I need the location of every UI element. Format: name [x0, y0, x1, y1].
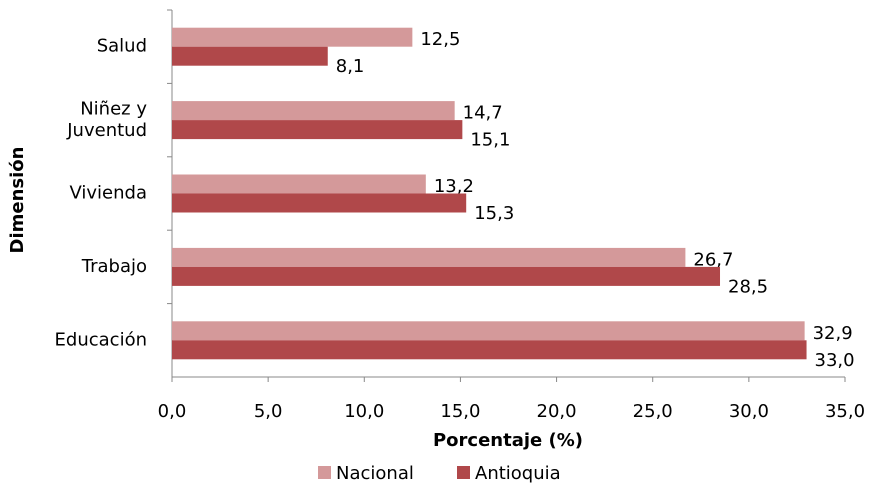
y-tick-label: Educación	[55, 329, 147, 350]
x-tick-label: 35,0	[825, 401, 865, 422]
y-tick-label: Vivienda	[69, 183, 147, 204]
y-tick-label: Trabajo	[81, 256, 147, 277]
x-tick-label: 10,0	[344, 401, 384, 422]
bar	[172, 46, 328, 66]
bar	[172, 27, 413, 47]
x-axis-title: Porcentaje (%)	[433, 430, 583, 451]
bar	[172, 266, 721, 286]
value-label: 15,3	[474, 203, 514, 224]
value-label: 32,9	[813, 323, 853, 344]
bar	[172, 120, 463, 140]
y-axis-title: Dimensión	[7, 147, 28, 254]
x-tick-label: 5,0	[254, 401, 283, 422]
value-label: 14,7	[463, 103, 503, 124]
value-label: 12,5	[420, 29, 460, 50]
y-tick-label: Salud	[97, 36, 147, 57]
value-label: 15,1	[470, 130, 510, 151]
x-tick-label: 15,0	[440, 401, 480, 422]
bar	[172, 193, 467, 213]
value-label: 26,7	[693, 249, 733, 270]
x-tick-label: 25,0	[633, 401, 673, 422]
legend-swatch	[457, 466, 470, 479]
bar	[172, 321, 805, 341]
legend-label: Nacional	[336, 463, 414, 484]
value-label: 28,5	[728, 276, 768, 297]
value-label: 13,2	[434, 176, 474, 197]
x-tick-label: 30,0	[729, 401, 769, 422]
bar	[172, 247, 686, 267]
y-tick-label: Niñez y Juventud	[66, 98, 147, 141]
bar	[172, 101, 455, 121]
value-label: 8,1	[336, 56, 365, 77]
value-label: 33,0	[815, 350, 855, 371]
x-tick-label: 20,0	[537, 401, 577, 422]
legend-label: Antioquia	[475, 463, 561, 484]
bar	[172, 174, 426, 194]
bar	[172, 340, 807, 360]
legend-swatch	[318, 466, 331, 479]
x-tick-label: 0,0	[158, 401, 187, 422]
